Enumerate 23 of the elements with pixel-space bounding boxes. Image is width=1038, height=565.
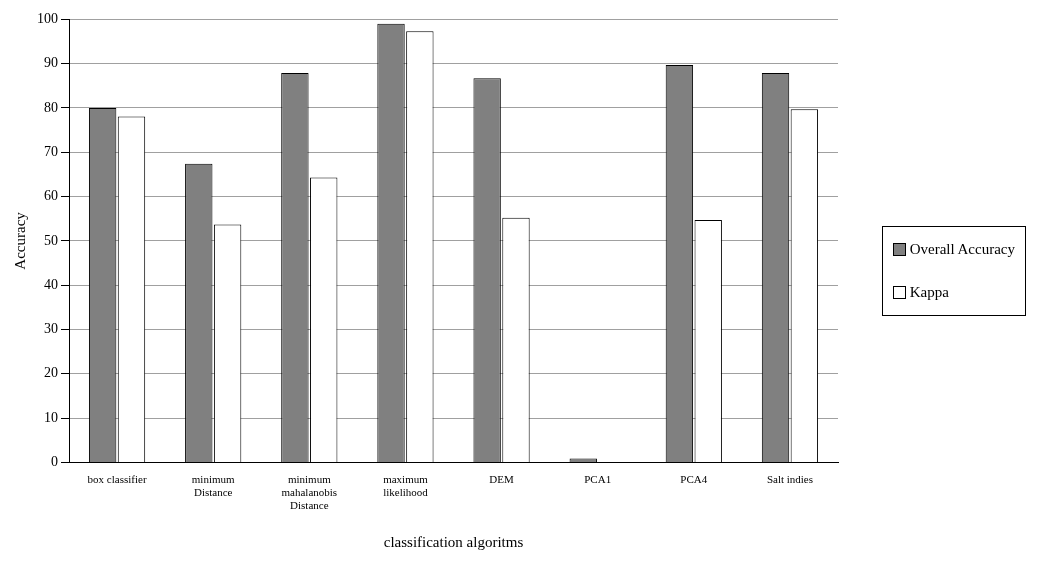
y-tick-label: 40 xyxy=(44,276,58,292)
x-tick-label: minimum mahalanobis Distance xyxy=(281,472,338,512)
y-tick-label: 0 xyxy=(51,454,58,470)
x-tick-label: DEM xyxy=(489,472,514,485)
x-tick-label: minimum Distance xyxy=(191,472,236,499)
x-tick-label: box classifier xyxy=(87,472,147,485)
y-tick-label: 70 xyxy=(44,143,58,159)
y-tick-label: 60 xyxy=(44,188,58,204)
x-tick-label: Salt indies xyxy=(766,472,814,485)
text: Kappa xyxy=(909,284,949,301)
legend-label: Overall Accuracy xyxy=(909,241,1015,258)
y-tick-label: 10 xyxy=(44,409,58,425)
x-axis-title: classification algoritms xyxy=(383,533,524,550)
x-tick-label: PCA1 xyxy=(584,472,612,485)
y-tick-label: 50 xyxy=(44,232,58,248)
y-tick-label: 100 xyxy=(37,11,58,27)
y-tick-label: 90 xyxy=(44,55,58,71)
y-tick-label: 80 xyxy=(44,99,58,115)
y-tick-label: 20 xyxy=(44,365,58,381)
y-tick-label: 30 xyxy=(44,321,58,337)
x-tick-label: PCA4 xyxy=(680,472,708,485)
y-axis-title: Accuracy xyxy=(11,211,28,270)
x-tick-label: maximum likelihood xyxy=(383,472,429,499)
